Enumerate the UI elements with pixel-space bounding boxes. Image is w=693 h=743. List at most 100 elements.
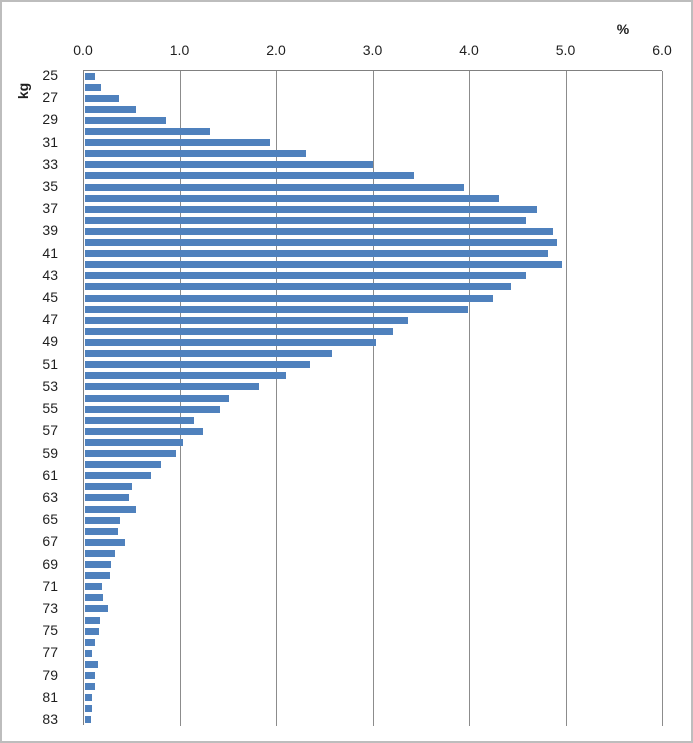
bar-kg-58	[85, 438, 184, 446]
bar-kg-48	[85, 327, 393, 335]
y-axis-tick-label: 71	[42, 577, 58, 594]
y-axis-tick-label: 59	[42, 444, 58, 461]
bar-kg-66	[85, 527, 118, 535]
bar-kg-41	[85, 250, 549, 258]
bar-kg-34	[85, 172, 415, 180]
y-axis-tick-label: 81	[42, 688, 58, 705]
bar-kg-53	[85, 383, 259, 391]
y-axis-tick-label: 65	[42, 511, 58, 528]
bar-kg-69	[85, 561, 112, 569]
bar-kg-30	[85, 128, 211, 136]
y-axis-tick-label: 25	[42, 67, 58, 84]
y-axis-tick-label: 79	[42, 666, 58, 683]
bar-kg-65	[85, 516, 120, 524]
bar-kg-72	[85, 594, 104, 602]
bar-kg-29	[85, 116, 167, 124]
bar-kg-36	[85, 194, 499, 202]
gridline	[565, 71, 567, 726]
y-axis-tick-label: 35	[42, 178, 58, 195]
bar-kg-37	[85, 205, 537, 213]
bar-kg-51	[85, 361, 310, 369]
y-axis-tick-label: 55	[42, 400, 58, 417]
bar-kg-71	[85, 583, 103, 591]
bar-kg-73	[85, 605, 109, 613]
bar-kg-74	[85, 616, 101, 624]
y-axis-tick-label: 43	[42, 266, 58, 283]
y-axis-tick-label: 39	[42, 222, 58, 239]
y-axis-tick-label: 63	[42, 488, 58, 505]
bar-kg-25	[85, 72, 95, 80]
y-axis-tick-label: 83	[42, 710, 58, 727]
bar-kg-49	[85, 338, 377, 346]
gridline	[662, 71, 663, 726]
y-axis-tick-label: 41	[42, 244, 58, 261]
bar-kg-50	[85, 350, 333, 358]
bar-kg-62	[85, 483, 133, 491]
bar-kg-83	[85, 716, 91, 724]
bar-kg-59	[85, 450, 176, 457]
y-axis-tick-label: 77	[42, 644, 58, 661]
bar-kg-52	[85, 372, 286, 380]
bar-kg-45	[85, 294, 494, 302]
bar-kg-57	[85, 427, 203, 435]
x-axis-tick-label: 3.0	[362, 42, 383, 58]
gridline	[372, 71, 374, 726]
bar-kg-75	[85, 627, 100, 635]
bar-kg-64	[85, 505, 137, 513]
bar-kg-82	[85, 705, 92, 713]
y-axis-tick-label: 67	[42, 533, 58, 550]
y-axis-tick-label: 61	[42, 466, 58, 483]
bar-kg-47	[85, 316, 409, 324]
bar-kg-42	[85, 261, 562, 269]
bar-kg-70	[85, 572, 111, 580]
gridline	[469, 71, 470, 726]
x-axis-tick-label: 6.0	[652, 42, 672, 58]
bar-kg-33	[85, 161, 373, 169]
bar-kg-79	[85, 672, 95, 680]
bar-kg-68	[85, 549, 115, 557]
bar-kg-81	[85, 694, 92, 702]
y-axis-tick-label: 47	[42, 311, 58, 328]
x-axis-unit-label: %	[616, 21, 630, 37]
bar-kg-54	[85, 394, 229, 402]
bar-kg-55	[85, 405, 221, 413]
bar-kg-35	[85, 183, 465, 191]
bar-kg-63	[85, 494, 130, 502]
bar-kg-46	[85, 305, 469, 313]
bar-kg-56	[85, 416, 195, 424]
bar-kg-38	[85, 216, 526, 224]
bar-kg-26	[85, 83, 102, 91]
bar-kg-27	[85, 94, 119, 102]
x-axis-tick-label: 2.0	[266, 42, 286, 58]
y-axis-tick-label: 75	[42, 622, 58, 639]
bar-kg-60	[85, 461, 162, 469]
x-axis-tick-label: 0.0	[73, 42, 93, 58]
bar-kg-31	[85, 139, 271, 147]
x-axis-tick-label: 4.0	[459, 42, 479, 58]
bar-kg-44	[85, 283, 511, 291]
bar-kg-28	[85, 105, 137, 113]
bar-kg-76	[85, 638, 95, 646]
y-axis-tick-label: 37	[42, 200, 58, 217]
y-axis-tick-label: 27	[42, 89, 58, 106]
y-axis-tick-label: 69	[42, 555, 58, 572]
y-axis-tick-label: 31	[42, 133, 58, 150]
y-axis-tick-label: 53	[42, 377, 58, 394]
bar-kg-78	[85, 660, 98, 668]
y-axis-tick-label: 29	[42, 111, 58, 128]
y-axis-tick-label: 33	[42, 155, 58, 172]
bar-kg-61	[85, 472, 151, 480]
bar-kg-67	[85, 538, 125, 546]
y-axis-tick-label: 57	[42, 422, 58, 439]
gridline	[276, 71, 277, 726]
bar-kg-40	[85, 239, 557, 247]
x-axis-tick-label: 5.0	[555, 42, 576, 58]
y-axis-tick-label: 73	[42, 599, 58, 616]
bar-kg-80	[85, 683, 95, 691]
y-axis-tick-label: 45	[42, 289, 58, 306]
bar-kg-77	[85, 649, 92, 657]
x-axis-tick-label: 1.0	[169, 42, 190, 58]
y-axis-tick-label: 51	[42, 355, 58, 372]
bar-kg-43	[85, 272, 526, 280]
